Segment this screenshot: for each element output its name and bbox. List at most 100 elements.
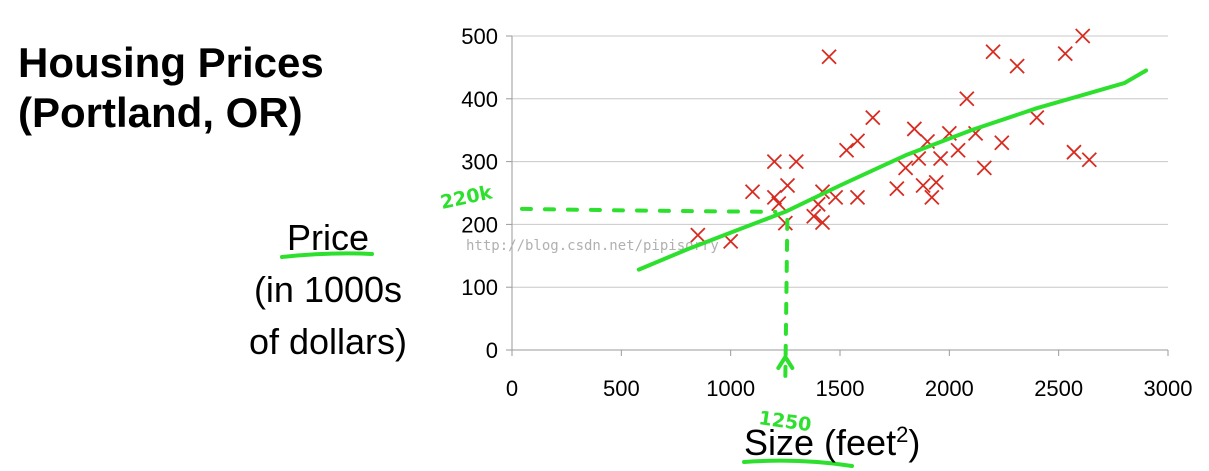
- x-tick-label: 3000: [1144, 376, 1193, 401]
- data-point: [827, 189, 844, 206]
- data-point: [915, 177, 931, 194]
- data-point-stroke: [919, 133, 936, 150]
- grid-lines: [512, 35, 1168, 288]
- data-point-stroke: [932, 150, 949, 167]
- data-point-stroke: [915, 177, 931, 194]
- x-tick-label: 1500: [816, 376, 865, 401]
- data-point-stroke: [766, 189, 783, 206]
- data-point-stroke: [744, 184, 761, 200]
- data-point: [932, 150, 949, 167]
- title-line-2: (Portland, OR): [18, 89, 303, 136]
- data-point-stroke: [959, 91, 975, 107]
- data-point-stroke: [806, 208, 822, 224]
- data-point: [928, 174, 944, 190]
- data-point-stroke: [928, 174, 944, 190]
- x-label-close: ): [908, 422, 921, 463]
- chart-title: Housing Prices (Portland, OR): [18, 38, 324, 138]
- data-point: [985, 44, 1001, 60]
- data-point: [788, 153, 804, 170]
- data-point: [690, 227, 706, 243]
- data-point: [1029, 110, 1045, 126]
- data-point-stroke: [771, 196, 787, 212]
- data-point-stroke: [865, 110, 881, 126]
- data-point: [897, 160, 914, 176]
- y-tick-label: 100: [461, 275, 498, 300]
- data-point: [1075, 28, 1091, 44]
- data-point-stroke: [1009, 58, 1025, 74]
- annotation-y-value: 220k: [438, 181, 494, 213]
- data-point-stroke: [788, 153, 804, 170]
- data-point: [959, 91, 975, 107]
- fit-line: [636, 68, 1149, 272]
- horizontal-guide: [520, 206, 778, 214]
- y-label-line-1: Price: [286, 217, 370, 258]
- guide-arrow-head: [776, 355, 795, 370]
- data-point-stroke: [924, 189, 940, 206]
- data-points: [690, 28, 1097, 249]
- data-point-stroke: [821, 49, 837, 65]
- x-tick-labels: 0 500 1000 1500 2000 2500 3000: [506, 376, 1193, 401]
- data-point: [1066, 144, 1082, 160]
- data-point: [865, 110, 881, 126]
- data-point: [889, 180, 905, 197]
- data-point-stroke: [1057, 45, 1073, 62]
- data-point-stroke: [827, 189, 844, 206]
- data-point-stroke: [849, 133, 866, 149]
- data-point-stroke: [766, 153, 783, 170]
- data-point: [766, 189, 783, 206]
- data-point: [771, 196, 787, 212]
- data-point: [950, 142, 966, 158]
- data-point: [1009, 58, 1025, 74]
- data-point-stroke: [897, 160, 914, 176]
- data-point-stroke: [779, 177, 796, 194]
- data-point-stroke: [723, 233, 739, 249]
- data-point: [779, 177, 796, 194]
- y-tick-label: 500: [461, 24, 498, 49]
- data-point-stroke: [690, 227, 706, 243]
- data-point: [744, 184, 761, 200]
- data-point-stroke: [941, 125, 957, 141]
- data-point: [723, 233, 739, 249]
- price-underline: [280, 251, 374, 259]
- data-point-stroke: [814, 214, 831, 231]
- data-point-stroke: [1081, 152, 1097, 168]
- y-tick-label: 400: [461, 87, 498, 112]
- data-point-stroke: [1029, 110, 1045, 126]
- y-tick-label: 0: [486, 338, 498, 363]
- y-tick-labels: 0 100 200 300 400 500: [461, 24, 498, 363]
- prediction-guides: [280, 206, 854, 468]
- watermark: http://blog.csdn.net/pipisorry: [466, 238, 719, 254]
- x-tick-label: 2500: [1034, 376, 1083, 401]
- data-point-stroke: [849, 189, 866, 206]
- x-label-text: Size (feet: [744, 422, 897, 463]
- y-tick-label: 200: [461, 212, 498, 237]
- fit-curve: [636, 68, 1149, 272]
- x-tick-label: 0: [506, 376, 518, 401]
- data-point: [1081, 152, 1097, 168]
- axes: [506, 35, 1169, 356]
- y-tick-label: 300: [461, 150, 498, 175]
- data-point: [821, 49, 837, 65]
- data-point: [906, 121, 922, 137]
- y-label-line-2: (in 1000s: [253, 269, 403, 310]
- data-point-stroke: [906, 121, 922, 137]
- x-label-superscript: 2: [896, 422, 909, 447]
- data-point-stroke: [911, 150, 927, 167]
- data-point: [814, 214, 831, 231]
- x-tick-label: 2000: [925, 376, 974, 401]
- data-point-stroke: [1066, 144, 1082, 160]
- y-axis-label: Price (in 1000s of dollars): [228, 212, 428, 368]
- y-label-line-3: of dollars): [248, 321, 408, 362]
- data-point: [976, 160, 992, 176]
- data-point: [924, 189, 940, 206]
- vertical-guide: [783, 217, 790, 380]
- data-point-stroke: [950, 142, 966, 158]
- data-point: [849, 189, 866, 206]
- x-tick-label: 1000: [706, 376, 755, 401]
- data-point-stroke: [985, 44, 1001, 60]
- data-point: [849, 133, 866, 149]
- x-tick-label: 500: [603, 376, 640, 401]
- data-point-stroke: [889, 180, 905, 197]
- data-point: [766, 153, 783, 170]
